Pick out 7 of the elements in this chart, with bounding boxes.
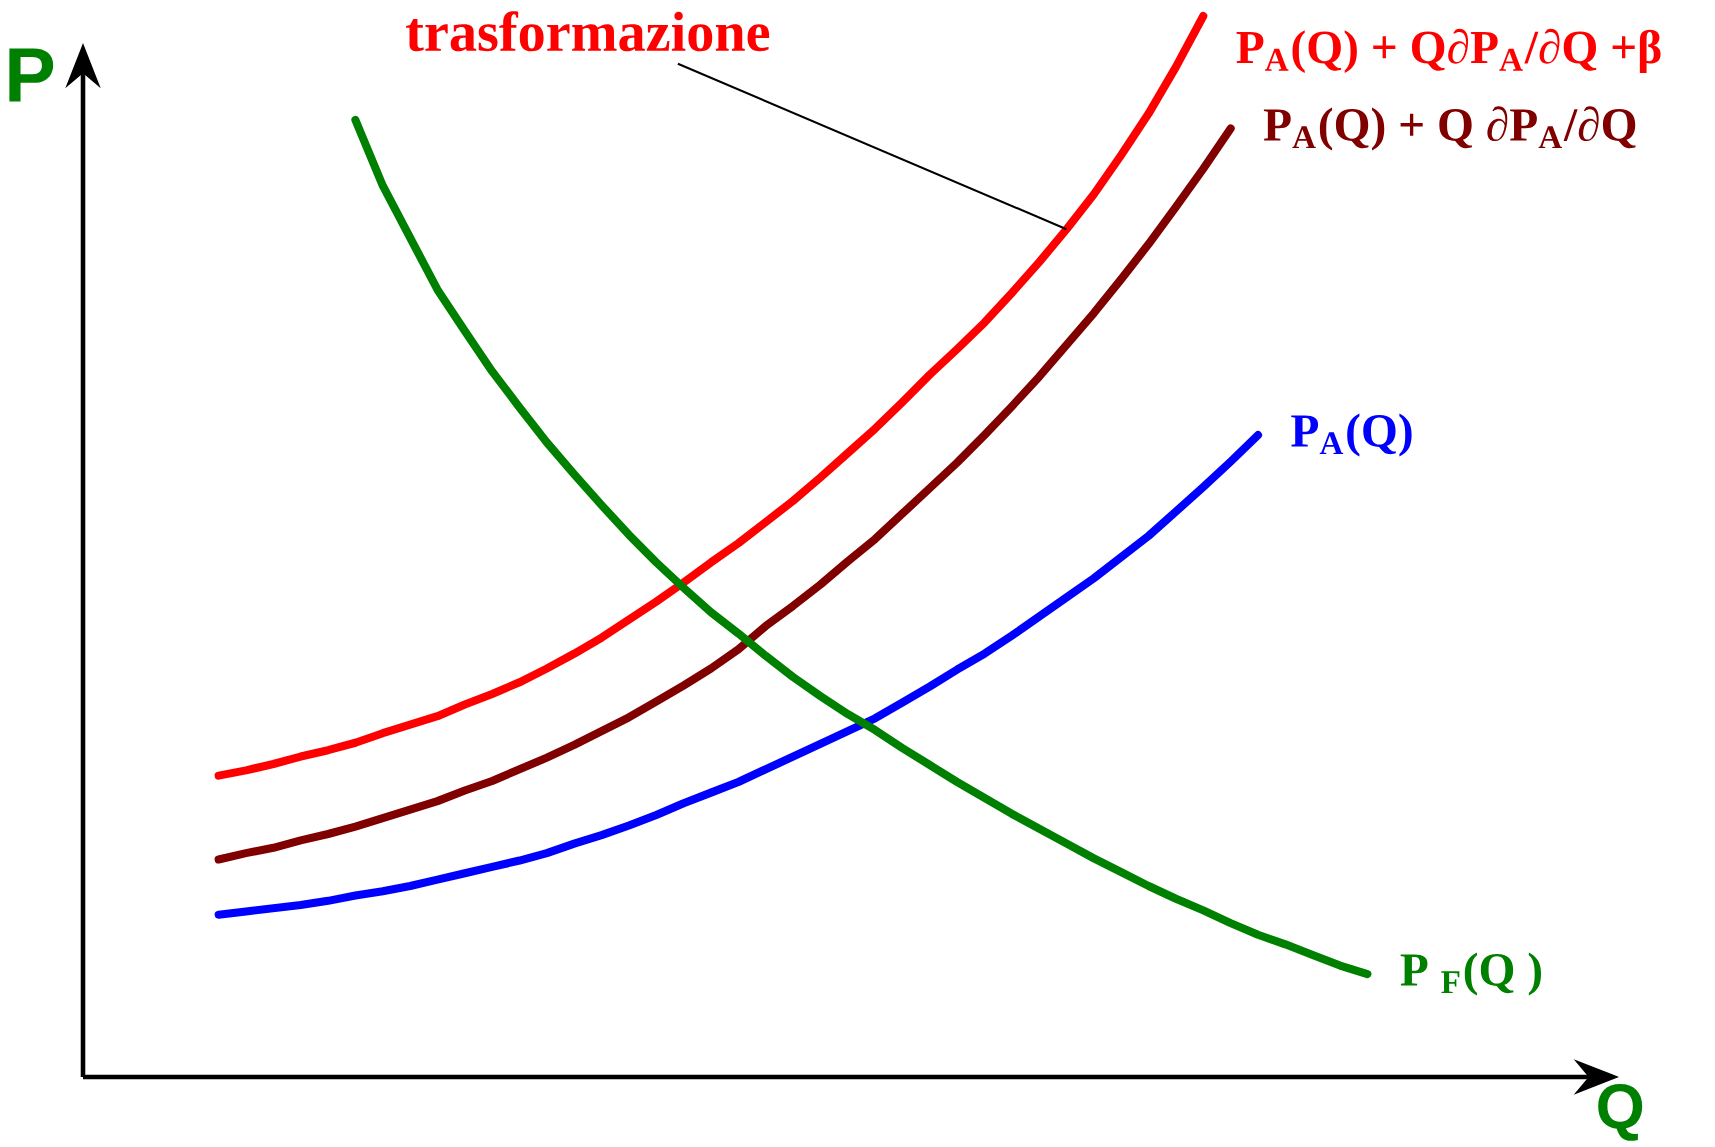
series-label: P $_{F}$(Q ) (1400, 952, 1542, 996)
series-label: P$_{A}$(Q) + Q∂P$_{A}$/∂Q +β (1236, 28, 1661, 74)
y-axis-title: P (9, 48, 54, 102)
series-label: P$_{A}$(Q) + Q ∂P$_{A}$/∂Q (1263, 106, 1636, 151)
x-axis-title: Q (1598, 1084, 1643, 1141)
annotation: trasformazione (406, 11, 770, 52)
series-label: P$_{A}$(Q) (1291, 413, 1412, 457)
